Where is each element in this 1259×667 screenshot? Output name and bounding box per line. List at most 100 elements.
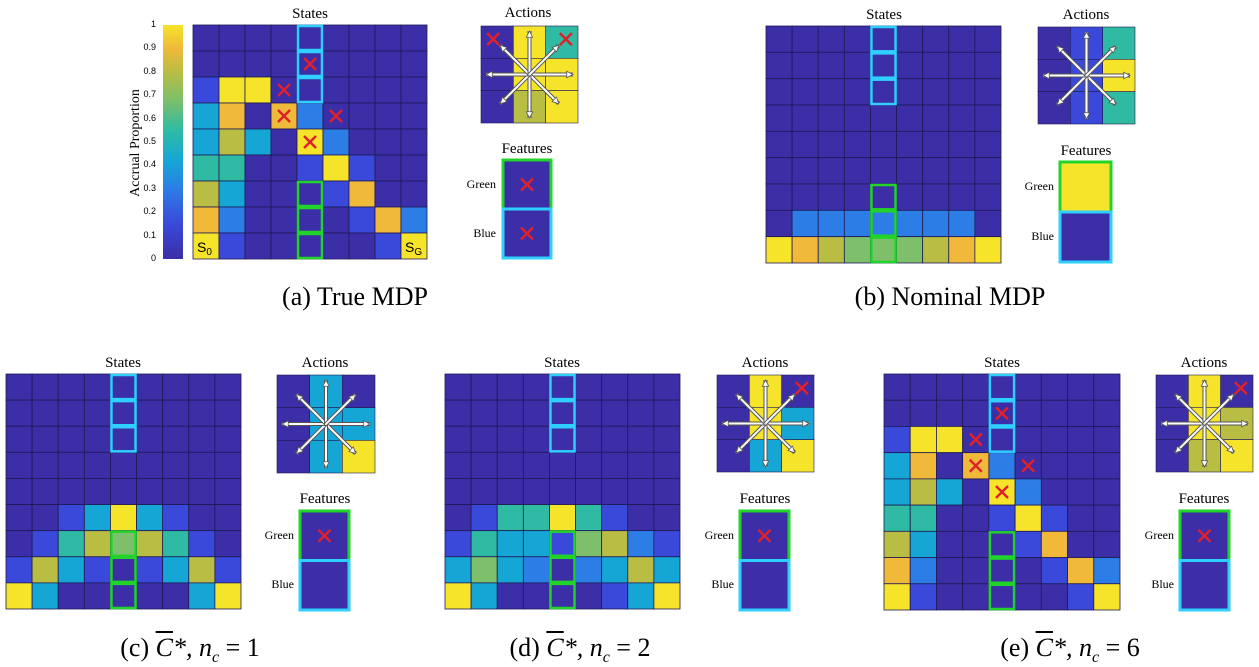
state-cell: [522, 425, 550, 453]
state-cell: [601, 451, 629, 479]
state-cell: [31, 582, 59, 610]
state-cell: [948, 104, 976, 132]
state-cell: [627, 504, 655, 532]
state-cell: [374, 128, 402, 156]
feature-label-green: Green: [704, 527, 734, 542]
state-cell: [136, 582, 164, 610]
state-cell: [470, 556, 498, 584]
green-feature-cell: [296, 206, 324, 234]
state-cell: [522, 399, 550, 427]
green-feature-cell: [110, 556, 137, 584]
actions-diagram: [1037, 26, 1136, 125]
state-cell: [1040, 557, 1068, 585]
state-cell: [765, 157, 793, 185]
state-cell: [601, 373, 629, 401]
state-cell: [348, 206, 376, 234]
state-cell: [1093, 399, 1121, 427]
state-cell: [136, 478, 164, 505]
state-cell: [522, 478, 550, 505]
state-cell: [883, 426, 911, 454]
state-cell: [322, 76, 350, 104]
state-cell: [5, 504, 33, 532]
state-cell: [1014, 478, 1042, 506]
green-feature-cell: [988, 557, 1016, 585]
state-cell: [922, 51, 950, 80]
state-cell: [1040, 399, 1068, 427]
state-cell: [601, 530, 629, 558]
state-cell: [444, 478, 472, 505]
state-cell: [400, 102, 428, 130]
state-cell: [31, 399, 59, 427]
state-cell: [627, 556, 655, 584]
state-cell: [1067, 399, 1095, 427]
state-cell: [496, 582, 524, 610]
state-cell: [1040, 583, 1068, 611]
state-cell: [817, 236, 845, 264]
state-cell: [374, 24, 402, 52]
state-cell: [31, 556, 59, 584]
state-cell: [83, 556, 111, 584]
state-cell: [601, 556, 629, 584]
state-cell: [988, 452, 1016, 480]
state-cell: [974, 209, 1002, 238]
state-cell: [83, 373, 111, 401]
caption-equals: = 6: [1099, 633, 1140, 662]
state-cell: [400, 154, 428, 182]
state-cell: [817, 104, 845, 132]
state-cell: [57, 451, 85, 479]
state-cell: [110, 399, 137, 427]
features-title: Features: [501, 141, 553, 157]
state-cell: [57, 504, 85, 532]
state-cell: [653, 373, 681, 401]
state-cell: [1014, 399, 1042, 427]
state-cell: [374, 76, 402, 104]
green-feature-cell: [870, 236, 897, 264]
state-cell: [162, 373, 190, 401]
state-cell: [791, 78, 819, 106]
state-cell: [843, 130, 871, 159]
state-cell: [5, 425, 33, 453]
panel-caption: (c) C*, nc = 1: [30, 633, 350, 667]
state-cell: [549, 478, 576, 505]
state-cell: [244, 180, 272, 208]
state-cell: [948, 25, 976, 53]
state-cell: [496, 373, 524, 401]
caption-symbol: C: [1035, 633, 1053, 662]
state-cell: [817, 78, 845, 106]
state-cell: [936, 426, 964, 454]
state-cell: [922, 157, 950, 185]
state-cell: [817, 51, 845, 80]
state-cell: [192, 76, 220, 104]
state-cell: [192, 24, 220, 52]
state-cell: [31, 478, 59, 505]
state-cell: [322, 180, 350, 208]
state-cell: [627, 478, 655, 505]
state-cell: [57, 556, 85, 584]
state-cell: [817, 209, 845, 238]
state-cell: [601, 478, 629, 505]
state-cell: [188, 582, 216, 610]
caption-subscript: c: [602, 649, 610, 667]
state-cell: [974, 51, 1002, 80]
state-cell: [1040, 530, 1068, 558]
actions-title: Actions: [741, 355, 789, 371]
state-cell: [653, 478, 681, 505]
state-cell: [400, 206, 428, 234]
state-cell: [5, 582, 33, 610]
state-cell: [1040, 504, 1068, 532]
actions-title: Actions: [301, 355, 349, 371]
features-diagram: [1058, 160, 1113, 264]
state-cell: [444, 582, 472, 610]
blue-feature-cell: [296, 76, 324, 104]
caption-suffix: *, n: [563, 633, 603, 662]
state-cell: [909, 583, 937, 611]
state-cell: [817, 130, 845, 159]
state-cell: [192, 102, 220, 130]
state-cell: [601, 504, 629, 532]
caption-prefix: (e): [1000, 633, 1036, 662]
state-cell: [974, 157, 1002, 185]
state-cell: [322, 24, 350, 52]
actions-diagram: [480, 25, 579, 124]
state-cell: [922, 25, 950, 53]
state-cell: [136, 425, 164, 453]
